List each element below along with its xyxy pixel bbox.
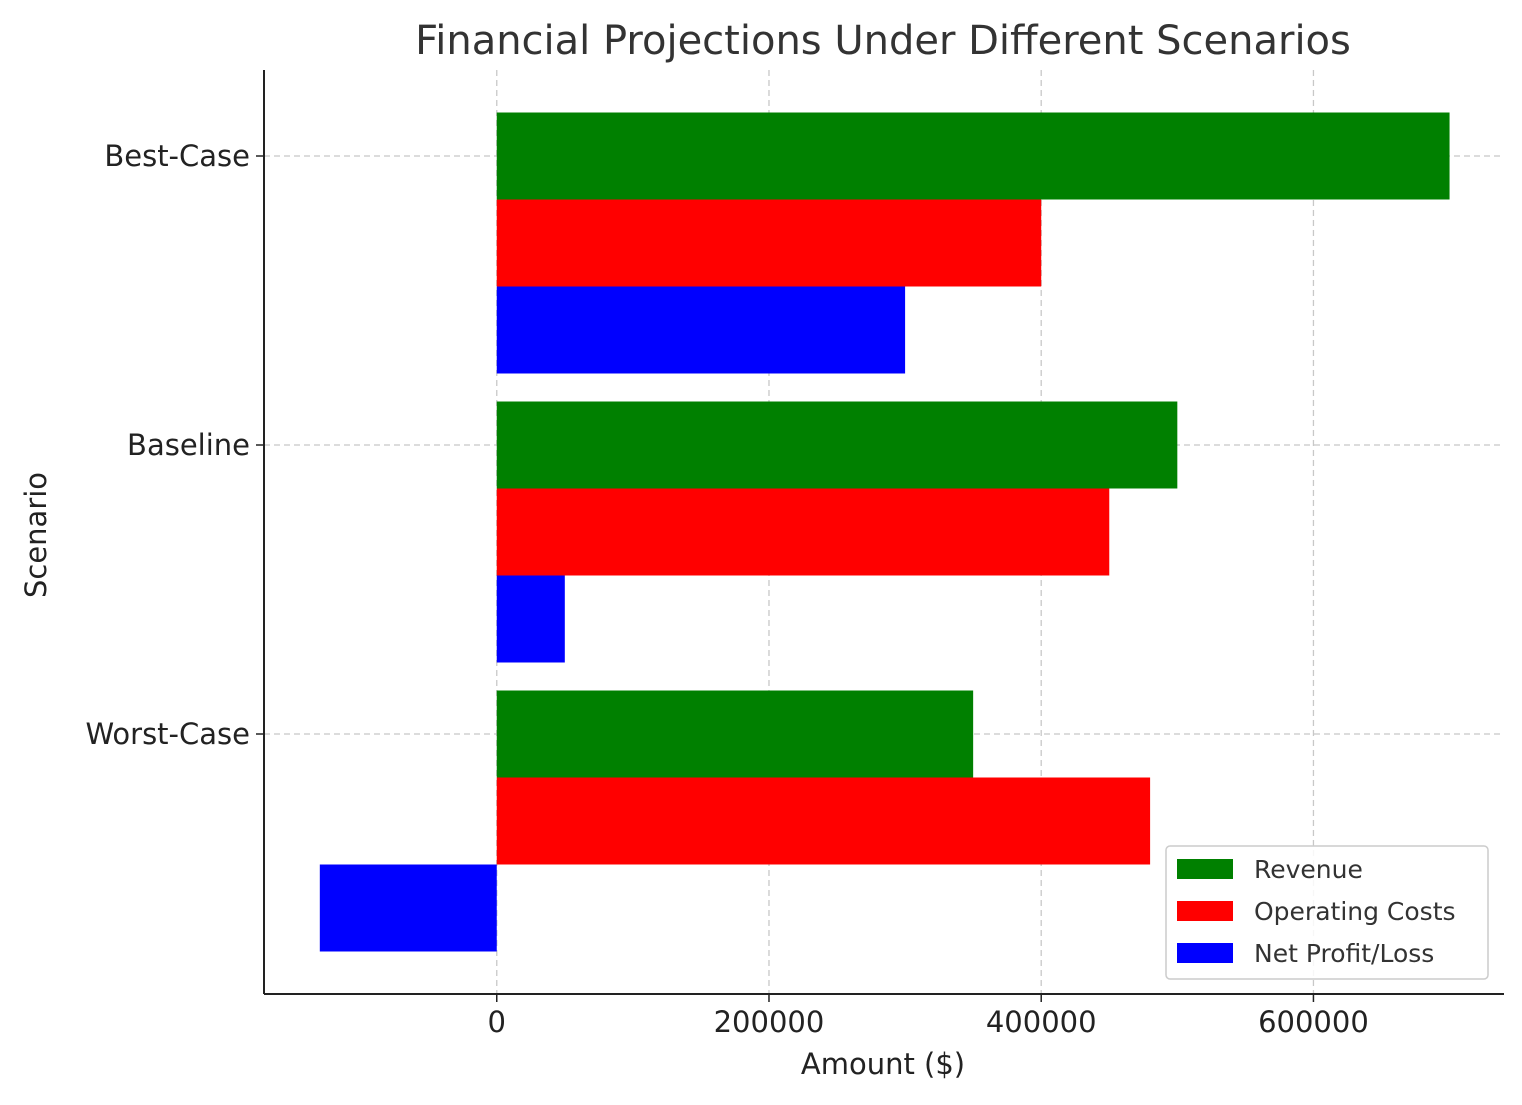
bar-operating-costs-worst-case [496,777,1151,865]
x-axis-label: Amount ($) [801,1047,965,1081]
x-tick-label: 0 [488,1005,506,1039]
bars [319,112,1450,952]
bar-operating-costs-best-case [496,199,1042,287]
x-tick-label: 400000 [986,1005,1097,1039]
legend-frame [1165,845,1489,980]
bar-net-profit-loss-worst-case [319,864,497,952]
legend-label-net-profit-loss: Net Profit/Loss [1254,939,1434,968]
y-axis-label: Scenario [19,472,53,598]
axes [263,70,1504,995]
legend-swatch-net-profit-loss [1177,943,1233,963]
bar-revenue-best-case [496,112,1450,200]
y-tick-label: Baseline [127,428,250,462]
bar-net-profit-loss-best-case [496,286,906,374]
bar-operating-costs-baseline [496,488,1110,576]
legend-swatch-operating-costs [1177,901,1233,921]
legend: Revenue Operating Costs Net Profit/Loss [1165,845,1489,980]
x-tick-label: 600000 [1258,1005,1369,1039]
legend-swatch-revenue [1177,859,1233,879]
ticks: 0 200000 400000 600000 Best-Case Baseline Wors… [85,139,1368,1039]
bar-revenue-baseline [496,401,1178,489]
bar-revenue-worst-case [496,690,974,778]
legend-label-revenue: Revenue [1254,855,1363,884]
legend-label-operating-costs: Operating Costs [1254,897,1456,926]
chart-title: Financial Projections Under Different Sc… [415,18,1351,64]
y-tick-label: Best-Case [104,139,250,173]
y-tick-label: Worst-Case [85,717,250,751]
bar-net-profit-loss-baseline [496,575,565,663]
x-tick-label: 200000 [714,1005,825,1039]
